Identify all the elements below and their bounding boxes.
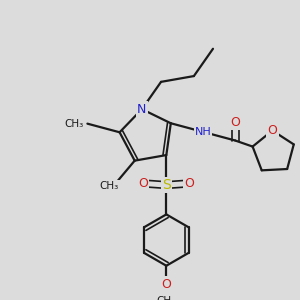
Text: O: O [138,177,148,190]
Text: O: O [268,124,277,137]
Text: N: N [137,103,147,116]
Text: CH₃: CH₃ [65,119,84,129]
Text: O: O [161,278,171,291]
Text: CH₃: CH₃ [100,181,119,191]
Text: CH₃: CH₃ [157,296,176,300]
Text: S: S [162,178,171,192]
Text: O: O [185,177,195,190]
Text: NH: NH [195,127,212,137]
Text: O: O [230,116,240,129]
